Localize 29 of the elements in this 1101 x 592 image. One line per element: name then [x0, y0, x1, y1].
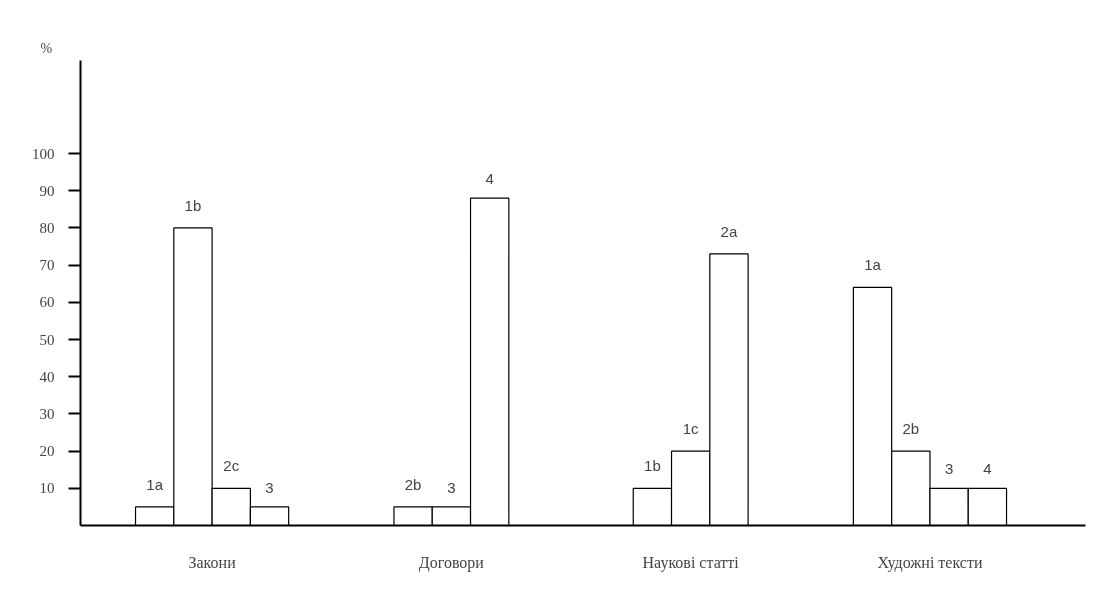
- y-tick-label: 40: [39, 368, 55, 385]
- y-tick-label: 70: [39, 257, 55, 274]
- series-label: 2b: [404, 475, 422, 493]
- y-tick-label: 90: [39, 182, 55, 199]
- y-tick-label: 20: [39, 443, 55, 460]
- series-label: 3: [265, 478, 274, 496]
- text: 1a: [864, 256, 881, 274]
- y-tick-label: 10: [39, 480, 55, 497]
- x-tick-label: Закони: [188, 553, 237, 571]
- y-tick-label: 30: [39, 405, 55, 422]
- x-tick-label: Договори: [418, 553, 485, 572]
- text: 4: [983, 460, 992, 478]
- x-tick-label: Художні тексти: [877, 553, 983, 572]
- series-label: 4: [485, 170, 494, 188]
- series-label: 2c: [223, 457, 240, 475]
- text: 1b: [644, 457, 661, 475]
- text: 3: [944, 460, 954, 478]
- text: 3: [447, 478, 456, 496]
- y-tick-label: 80: [39, 219, 55, 236]
- y-tick-label: 100: [32, 145, 55, 162]
- x-tick-label: Наукові статті: [642, 553, 740, 572]
- y-axis-title: %: [40, 40, 53, 56]
- series-label: 1c: [682, 420, 700, 438]
- text: 2b: [902, 420, 920, 438]
- series-label: 1a: [146, 475, 164, 493]
- series-label: 1b: [184, 196, 202, 214]
- series-label: 2a: [720, 222, 738, 240]
- y-tick-label: 50: [39, 331, 55, 348]
- y-tick-label: 60: [39, 294, 55, 311]
